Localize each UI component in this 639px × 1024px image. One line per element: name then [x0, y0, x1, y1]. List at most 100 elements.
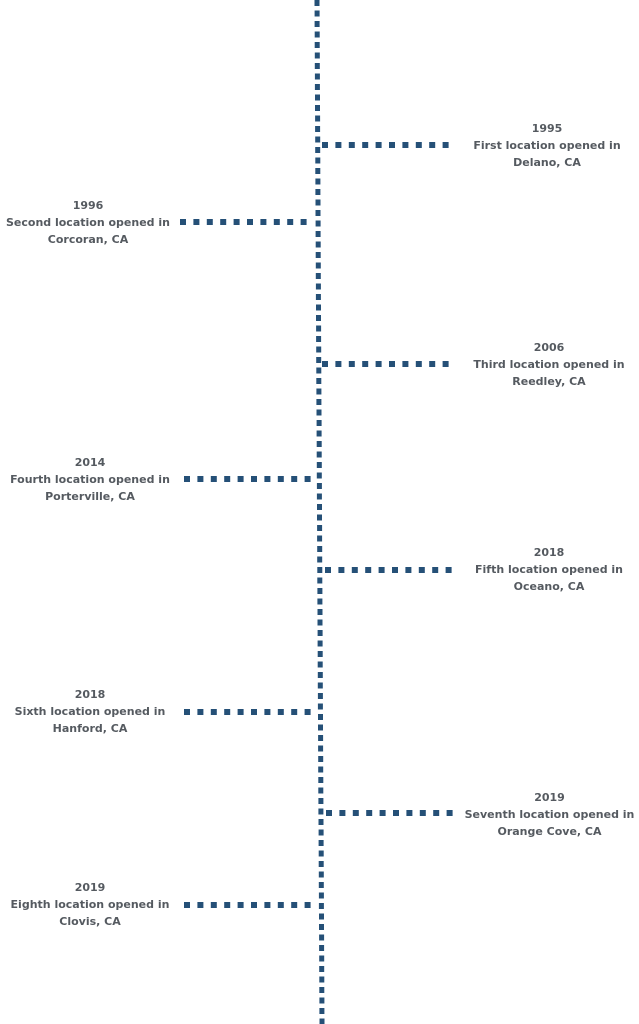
- spine-dot: [319, 945, 325, 951]
- spine-dot: [317, 535, 323, 542]
- spine-dot: [314, 0, 320, 6]
- connector-dot: [277, 902, 284, 908]
- connector-dot: [379, 810, 386, 816]
- spine-dot: [318, 892, 324, 899]
- connector-2019-left: [184, 902, 311, 908]
- connector-dot: [351, 567, 358, 573]
- connector-dot: [291, 709, 298, 715]
- connector-dot: [197, 476, 204, 482]
- connector-dot: [264, 902, 271, 908]
- connector-dot: [338, 567, 345, 573]
- spine-dot: [319, 1008, 325, 1014]
- connector-2018-left: [184, 709, 311, 715]
- connector-dot: [237, 709, 244, 715]
- connector-dot: [325, 567, 331, 573]
- spine-dot: [314, 10, 320, 17]
- spine-dot: [316, 441, 322, 447]
- connector-dot: [406, 810, 413, 816]
- spine-dot: [317, 556, 323, 563]
- connector-dot: [224, 709, 231, 715]
- spine-dot: [315, 178, 321, 185]
- connector-dot: [210, 902, 217, 908]
- spine-dot: [317, 609, 323, 615]
- connector-dot: [322, 142, 328, 148]
- event-text-line2: Hanford, CA: [52, 722, 128, 735]
- spine-dot: [317, 693, 323, 699]
- spine-dot: [316, 483, 322, 489]
- event-text-line2: Porterville, CA: [45, 490, 135, 503]
- connector-dot: [352, 810, 359, 816]
- connector-dot: [402, 361, 409, 367]
- connector-dot: [300, 219, 307, 225]
- event-text-line1: Sixth location opened in: [14, 705, 166, 718]
- spine-dot: [319, 997, 325, 1004]
- spine-dot: [318, 756, 324, 762]
- spine-dot: [318, 745, 324, 752]
- spine-dot: [316, 346, 322, 353]
- connector-dot: [348, 361, 355, 367]
- spine-dot: [316, 462, 322, 468]
- spine-dot: [316, 336, 322, 342]
- event-year: 2014: [74, 456, 106, 469]
- connector-dot: [432, 567, 439, 573]
- connector-dot: [365, 567, 372, 573]
- event-label-2019-clovis: 2019 Eighth location opened in Clovis, C…: [8, 879, 172, 930]
- connector-dot: [389, 361, 395, 367]
- spine-dot: [316, 399, 322, 405]
- spine-dot: [319, 1018, 325, 1024]
- spine-dot: [315, 199, 321, 206]
- spine-dot: [315, 94, 320, 101]
- spine-dot: [318, 829, 324, 836]
- spine-dot: [316, 430, 322, 437]
- event-text-line2: Delano, CA: [513, 156, 581, 169]
- spine-dot: [317, 651, 323, 657]
- connector-dot: [429, 361, 436, 367]
- connector-dot: [237, 476, 244, 482]
- spine-dot: [318, 766, 324, 773]
- spine-dot: [318, 777, 324, 783]
- connector-dot: [273, 219, 280, 225]
- connector-dot: [291, 476, 298, 482]
- event-text-line1: Fifth location opened in: [475, 563, 623, 576]
- spine-dot: [314, 52, 320, 59]
- spine-dot: [314, 73, 320, 80]
- spine-dot: [317, 514, 322, 521]
- connector-dot: [392, 567, 398, 573]
- spine-dot: [318, 903, 324, 909]
- spine-dot: [317, 661, 323, 668]
- spine-dot: [318, 808, 324, 815]
- event-year: 2018: [533, 546, 565, 559]
- spine-dot: [316, 472, 322, 479]
- event-text-line1: Third location opened in: [473, 358, 625, 371]
- connector-2014-left: [184, 476, 311, 482]
- connector-dot: [251, 902, 257, 908]
- event-text-line1: Eighth location opened in: [10, 898, 170, 911]
- timeline-spine: [314, 0, 325, 1024]
- connector-dot: [429, 142, 436, 148]
- connector-dot: [251, 709, 257, 715]
- spine-dot: [318, 882, 324, 888]
- spine-dot: [314, 31, 320, 38]
- connector-dot: [418, 567, 425, 573]
- spine-dot: [318, 714, 323, 720]
- connector-dot: [415, 361, 422, 367]
- spine-dot: [315, 147, 321, 153]
- connector-dot: [184, 902, 190, 908]
- spine-dot: [316, 493, 322, 500]
- spine-dot: [316, 420, 322, 426]
- connector-dot: [260, 219, 267, 225]
- event-year: 2019: [534, 791, 565, 804]
- spine-dot: [318, 840, 324, 846]
- spine-dot: [317, 546, 323, 552]
- connector-dot: [184, 709, 190, 715]
- spine-dot: [315, 283, 321, 290]
- spine-dot: [316, 325, 322, 332]
- connector-dot: [335, 361, 342, 367]
- spine-dot: [319, 913, 324, 920]
- connector-dot: [193, 219, 200, 225]
- spine-dot: [315, 220, 321, 227]
- spine-dot: [315, 262, 321, 269]
- event-year: 2006: [533, 341, 565, 354]
- connector-dot: [442, 361, 449, 367]
- event-year: 2018: [74, 688, 106, 701]
